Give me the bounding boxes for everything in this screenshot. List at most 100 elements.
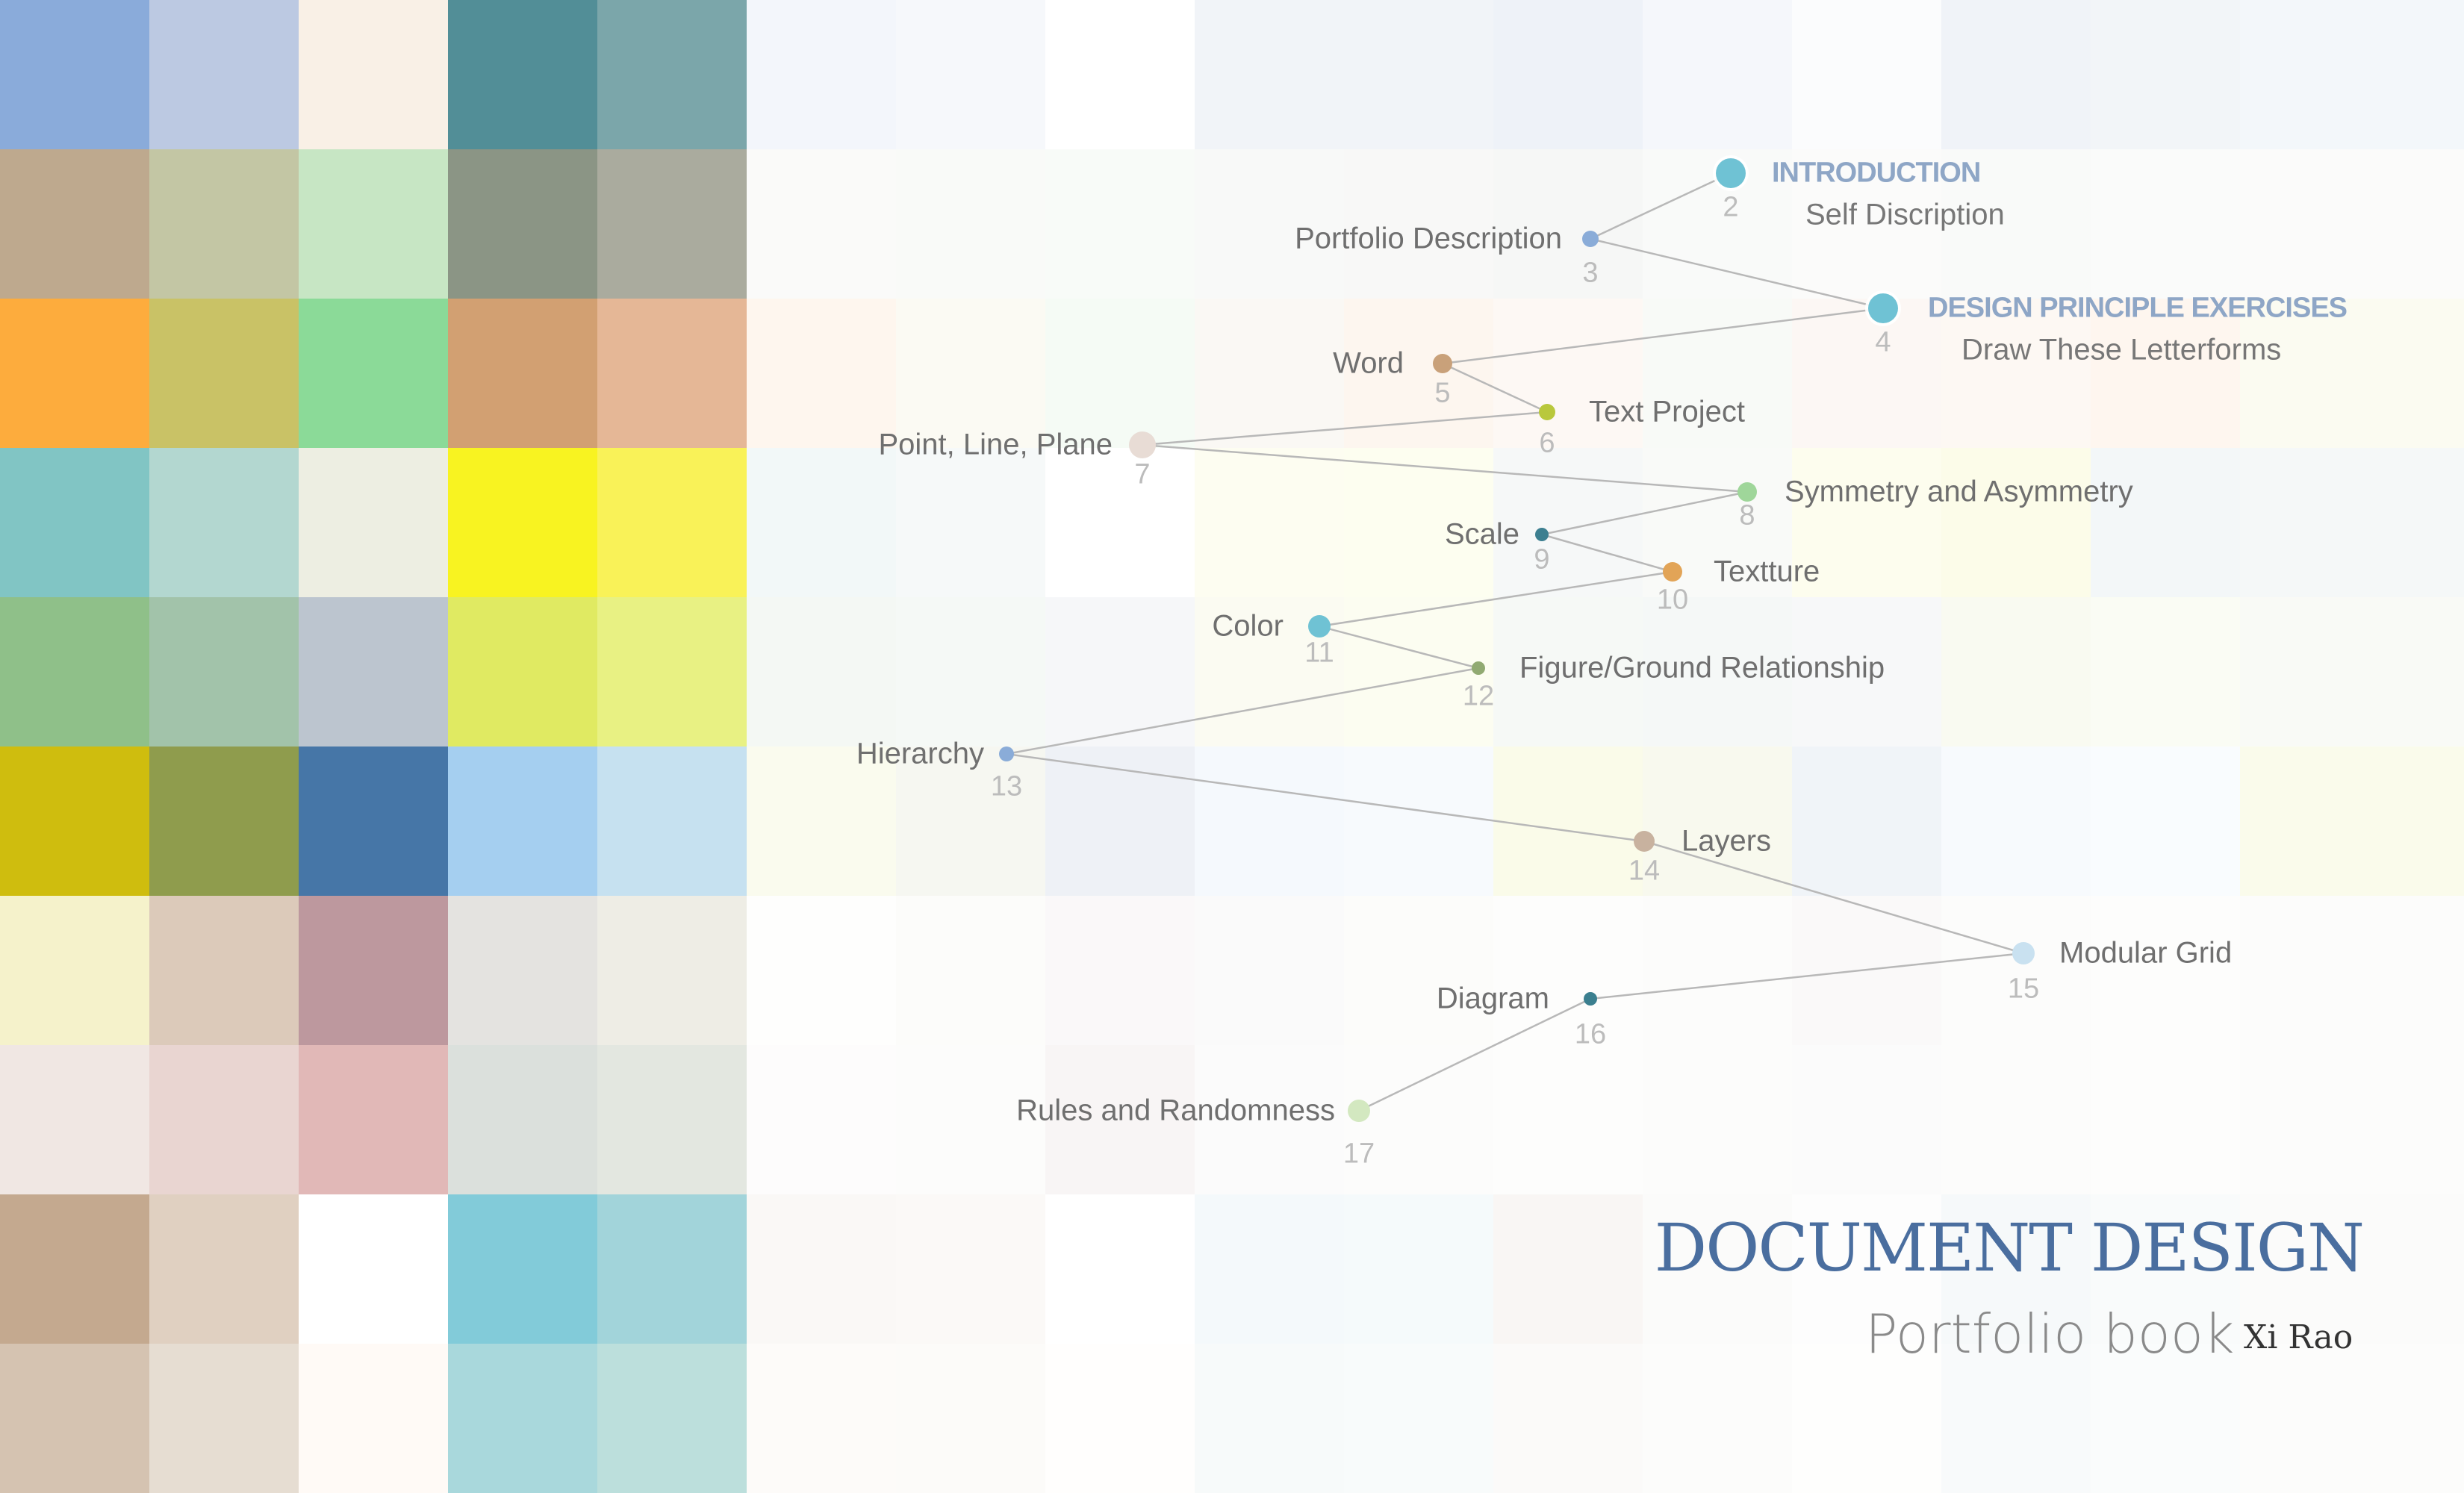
toc-label[interactable]: Modular Grid xyxy=(2059,936,2233,970)
toc-connector-line xyxy=(1142,443,1748,493)
mosaic-cell xyxy=(597,149,747,299)
toc-label[interactable]: Textture xyxy=(1714,555,1820,588)
toc-connector-line xyxy=(1590,172,1732,240)
mosaic-cell xyxy=(1195,1194,1344,1344)
toc-label[interactable]: Color xyxy=(1212,609,1284,643)
mosaic-cell xyxy=(1045,149,1195,299)
mosaic-cell xyxy=(896,597,1045,746)
mosaic-cell xyxy=(1792,1045,1941,1194)
mosaic-cell xyxy=(1195,149,1344,299)
mosaic-cell xyxy=(0,746,149,896)
mosaic-cell xyxy=(1643,746,1792,896)
mosaic-cell xyxy=(896,448,1045,597)
toc-connector-line xyxy=(1590,952,2024,1000)
toc-connector-line xyxy=(1006,667,1479,755)
toc-connector-line xyxy=(1006,752,1645,843)
toc-label[interactable]: Figure/Ground Relationship xyxy=(1519,651,1885,685)
mosaic-cell xyxy=(896,1194,1045,1344)
toc-connector-path xyxy=(1006,172,2024,1112)
mosaic-cell xyxy=(1195,299,1344,448)
mosaic-cell xyxy=(1941,0,2091,149)
mosaic-cell xyxy=(2240,746,2464,896)
mosaic-cell xyxy=(1792,0,1941,149)
mosaic-cell xyxy=(0,1045,149,1194)
mosaic-cell xyxy=(1344,1045,1493,1194)
toc-sublabel[interactable]: Draw These Letterforms xyxy=(1961,333,2282,367)
toc-connector-line xyxy=(1142,411,1548,446)
toc-sublabel[interactable]: Self Discription xyxy=(1805,198,2005,231)
toc-label[interactable]: DESIGN PRINCIPLE EXERCISES xyxy=(1928,292,2348,324)
mosaic-cell xyxy=(2240,597,2464,746)
mosaic-cell xyxy=(1941,448,2091,597)
toc-connector-line xyxy=(1590,237,1884,310)
mosaic-cell xyxy=(896,149,1045,299)
mosaic-cell xyxy=(1045,299,1195,448)
mosaic-cell xyxy=(1344,1194,1493,1344)
mosaic-cell xyxy=(299,746,448,896)
mosaic-cell xyxy=(1344,597,1493,746)
mosaic-cell xyxy=(1195,746,1344,896)
mosaic-cell xyxy=(1195,896,1344,1045)
toc-dot-marker xyxy=(1433,354,1452,373)
mosaic-cell xyxy=(597,299,747,448)
toc-label[interactable]: Point, Line, Plane xyxy=(878,428,1113,461)
mosaic-cell xyxy=(896,0,1045,149)
toc-page-number: 11 xyxy=(1304,637,1334,669)
mosaic-cell xyxy=(299,0,448,149)
mosaic-cell xyxy=(149,597,299,746)
mosaic-cell xyxy=(448,746,597,896)
mosaic-cell xyxy=(597,448,747,597)
mosaic-cell xyxy=(149,0,299,149)
mosaic-cell xyxy=(747,896,896,1045)
mosaic-cell xyxy=(597,597,747,746)
mosaic-cell xyxy=(1643,0,1792,149)
toc-page-number: 16 xyxy=(1574,1018,1607,1050)
toc-page-number: 17 xyxy=(1343,1138,1375,1170)
mosaic-cell xyxy=(2240,149,2464,299)
toc-dot-marker xyxy=(1308,615,1331,638)
mosaic-cell xyxy=(2240,896,2464,1045)
toc-label[interactable]: INTRODUCTION xyxy=(1772,157,1981,189)
mosaic-cell xyxy=(0,448,149,597)
mosaic-cell xyxy=(2240,1194,2464,1344)
author-name: Xi Rao xyxy=(2244,1318,2353,1356)
mosaic-cell xyxy=(149,1045,299,1194)
mosaic-cell xyxy=(1493,1194,1643,1344)
mosaic-cell xyxy=(0,149,149,299)
toc-label[interactable]: Layers xyxy=(1681,824,1772,858)
mosaic-cell xyxy=(747,597,896,746)
toc-label[interactable]: Symmetry and Asymmetry xyxy=(1785,475,2133,508)
mosaic-cell xyxy=(1344,149,1493,299)
toc-dot-marker xyxy=(1535,528,1549,541)
toc-dot-marker xyxy=(2012,942,2035,964)
mosaic-cell xyxy=(0,0,149,149)
mosaic-cell xyxy=(747,448,896,597)
toc-connector-line xyxy=(1643,840,2024,955)
toc-label[interactable]: Portfolio Description xyxy=(1295,222,1562,255)
toc-label[interactable]: Diagram xyxy=(1436,982,1549,1015)
toc-label[interactable]: Hierarchy xyxy=(856,737,984,770)
toc-connector-line xyxy=(1541,490,1748,536)
mosaic-cell xyxy=(597,0,747,149)
toc-connector-line xyxy=(1319,625,1479,670)
toc-label[interactable]: Text Project xyxy=(1589,395,1745,428)
toc-page-number: 7 xyxy=(1134,458,1151,490)
mosaic-cell xyxy=(2091,746,2240,896)
toc-label[interactable]: Word xyxy=(1333,346,1404,380)
toc-dot-marker xyxy=(1663,562,1682,582)
toc-label[interactable]: Scale xyxy=(1444,517,1519,551)
mosaic-cell xyxy=(149,896,299,1045)
toc-label[interactable]: Rules and Randomness xyxy=(1016,1094,1335,1127)
mosaic-cell xyxy=(597,1194,747,1344)
mosaic-cell xyxy=(1792,746,1941,896)
mosaic-cell xyxy=(747,1045,896,1194)
toc-connector-line xyxy=(1319,570,1673,628)
mosaic-cell xyxy=(0,299,149,448)
toc-page-number: 5 xyxy=(1434,377,1451,409)
mosaic-cell xyxy=(1792,299,1941,448)
toc-page-number: 10 xyxy=(1656,584,1689,616)
mosaic-cell xyxy=(1643,896,1792,1045)
toc-page-number: 3 xyxy=(1582,257,1599,289)
mosaic-cell xyxy=(149,448,299,597)
toc-page-number: 14 xyxy=(1628,855,1661,887)
